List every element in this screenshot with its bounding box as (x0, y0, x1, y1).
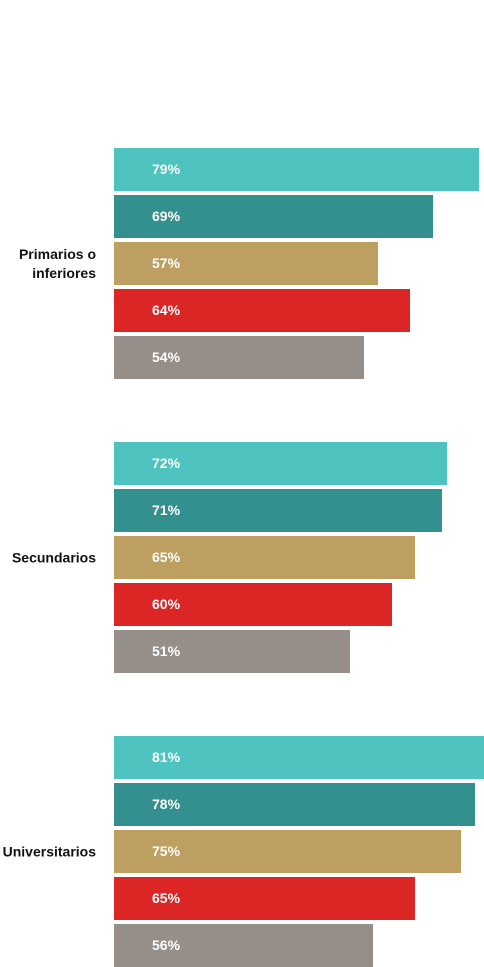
category-label: Universitarios (2, 843, 96, 859)
bar (114, 242, 378, 285)
data-label: 71% (152, 502, 181, 518)
data-label: 51% (152, 643, 181, 659)
bar (114, 195, 434, 238)
bar (114, 148, 480, 191)
data-label: 65% (152, 890, 181, 906)
bar (114, 289, 410, 332)
category-label: Primarios o inferiores (18, 245, 96, 281)
bar (114, 877, 415, 920)
data-label: 60% (152, 596, 181, 612)
bar (114, 442, 447, 485)
data-label: 57% (152, 255, 181, 271)
bar (114, 830, 461, 873)
bar (114, 583, 392, 626)
data-label: 75% (152, 843, 181, 859)
bar (114, 736, 484, 779)
bar (114, 783, 475, 826)
bar (114, 489, 443, 532)
data-label: 69% (152, 208, 181, 224)
data-label: 81% (152, 749, 181, 765)
bar (114, 924, 373, 967)
data-label: 79% (152, 161, 181, 177)
data-label: 65% (152, 549, 181, 565)
bar (114, 336, 364, 379)
data-label: 56% (152, 937, 181, 953)
bar (114, 536, 415, 579)
data-label: 78% (152, 796, 181, 812)
data-label: 54% (152, 349, 181, 365)
bar (114, 630, 350, 673)
data-label: 72% (152, 455, 181, 471)
data-label: 64% (152, 302, 181, 318)
category-label: Secundarios (11, 549, 96, 565)
